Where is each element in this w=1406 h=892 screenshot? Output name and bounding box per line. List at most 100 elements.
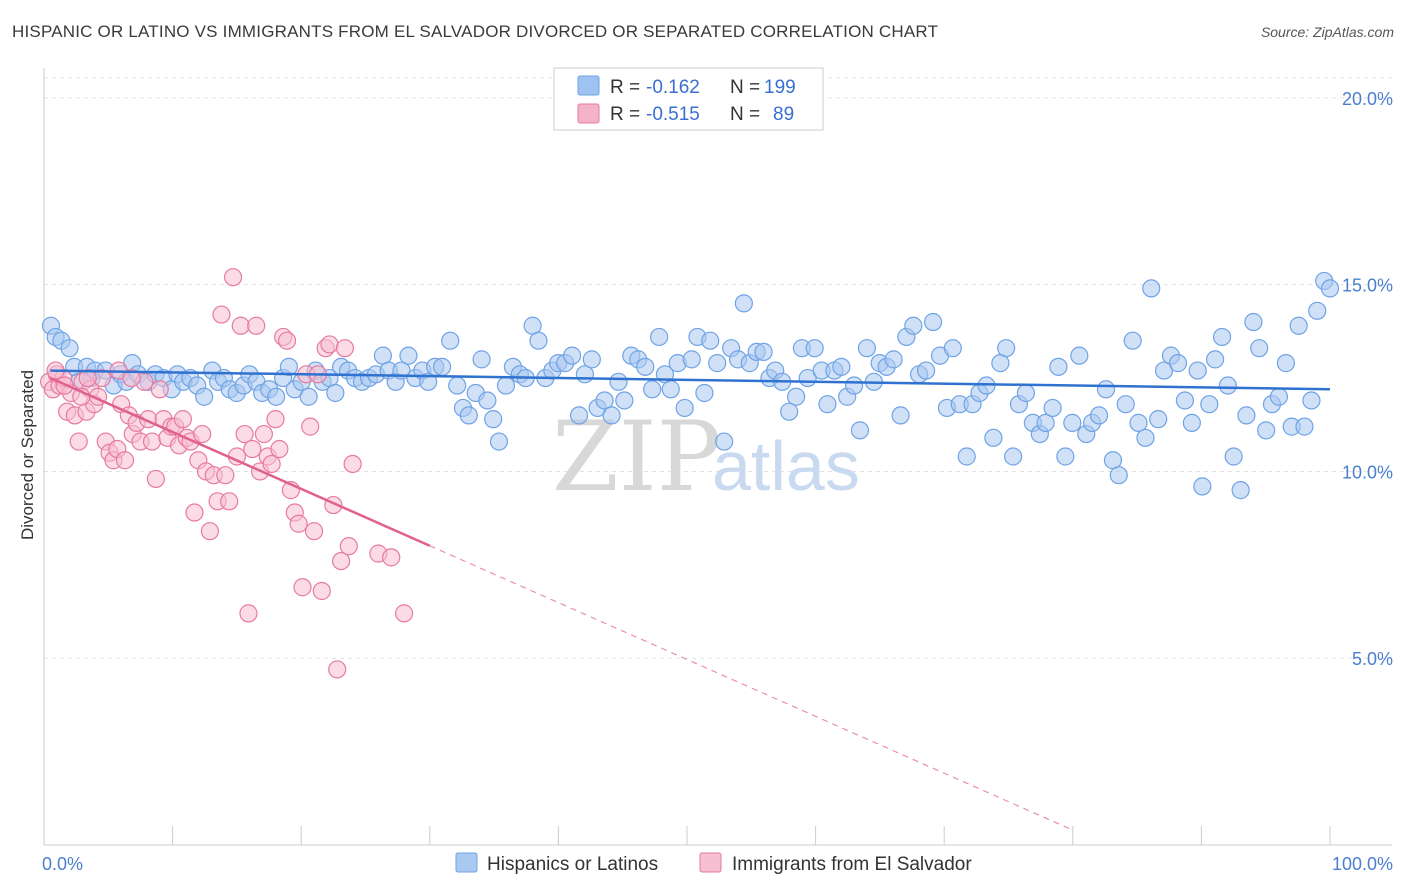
data-point [279, 357, 298, 376]
data-point [301, 417, 320, 436]
data-point [78, 368, 97, 388]
data-point [805, 339, 824, 358]
data-point [891, 406, 910, 425]
data-point [923, 312, 943, 332]
data-point [320, 335, 339, 354]
chart-title: HISPANIC OR LATINO VS IMMIGRANTS FROM EL… [12, 22, 939, 41]
legend-r-value: -0.162 [646, 77, 700, 98]
data-point [1276, 354, 1295, 373]
data-point [277, 331, 297, 350]
data-point [394, 604, 414, 623]
data-point [200, 522, 219, 541]
legend-n-label: N = [730, 77, 760, 98]
trend-line-solid [49, 376, 431, 547]
data-point [1116, 395, 1135, 414]
data-point [1016, 383, 1036, 403]
data-point [1237, 406, 1256, 425]
data-point [715, 432, 734, 451]
data-point [701, 331, 720, 350]
legend-r-label: R = [610, 104, 640, 125]
data-point [254, 424, 274, 444]
data-point [1289, 316, 1308, 335]
data-point [223, 268, 243, 287]
data-point [780, 402, 799, 421]
data-point [857, 339, 877, 358]
data-point [1063, 413, 1082, 432]
data-point [304, 522, 324, 541]
data-point [708, 354, 727, 373]
data-point [212, 305, 231, 324]
data-point [1142, 279, 1161, 298]
data-point [235, 424, 254, 444]
data-point [615, 391, 634, 410]
data-point [173, 410, 192, 429]
data-point [1049, 357, 1068, 376]
data-point [582, 350, 601, 369]
bottom-legend-label-hispanic: Hispanics or Latinos [487, 854, 658, 875]
data-point [185, 503, 204, 522]
legend-n-value: 199 [764, 77, 796, 98]
legend: R = -0.162 N = 199 R = -0.515 N = 89 [553, 67, 824, 131]
x-tick-label: 100.0% [1332, 854, 1393, 874]
data-point [1096, 380, 1116, 399]
watermark-atlas: atlas [712, 427, 860, 505]
data-point [299, 387, 318, 406]
data-point [220, 492, 239, 511]
data-point [850, 421, 870, 440]
data-point [216, 466, 235, 485]
data-point [239, 604, 258, 623]
data-point [478, 391, 497, 410]
data-point [247, 316, 266, 335]
data-point [1036, 413, 1055, 432]
data-point [1004, 447, 1023, 466]
axes: 5.0% 10.0% 15.0% 20.0% 0.0% 100.0% [42, 68, 1393, 874]
data-point [943, 339, 962, 358]
data-point [433, 357, 452, 376]
data-point [569, 406, 589, 425]
trend-line-dashed [429, 545, 1074, 831]
data-point [661, 380, 680, 399]
data-point [1205, 350, 1225, 369]
data-point [1043, 398, 1062, 418]
data-point [472, 350, 491, 369]
data-point [818, 395, 837, 414]
data-point [270, 439, 289, 459]
data-point [1218, 376, 1237, 395]
data-point [1070, 346, 1089, 365]
data-point [150, 380, 169, 399]
data-point [1154, 361, 1174, 380]
data-point [1089, 406, 1109, 425]
data-point [1231, 481, 1250, 500]
data-point [562, 346, 582, 365]
trend-line-solid [50, 369, 1331, 391]
bottom-legend-swatch-blue [455, 852, 478, 873]
data-point [643, 380, 662, 399]
data-point [459, 406, 478, 425]
data-point [195, 387, 214, 406]
data-point [1200, 395, 1219, 414]
data-point [399, 346, 418, 365]
x-tick-label: 0.0% [42, 854, 83, 874]
data-point [267, 387, 286, 406]
data-point [69, 432, 88, 451]
data-point [266, 410, 285, 429]
data-point [1188, 361, 1207, 380]
legend-n-label: N = [730, 104, 760, 125]
data-point [142, 432, 162, 451]
data-point [884, 350, 903, 369]
y-tick-label: 10.0% [1342, 462, 1393, 482]
data-point [845, 376, 864, 395]
data-point [529, 331, 548, 350]
data-point [328, 660, 347, 679]
bottom-legend-label-salvador: Immigrants from El Salvador [732, 854, 972, 875]
data-point [293, 578, 312, 597]
data-point [1302, 391, 1321, 410]
data-point [243, 439, 262, 459]
data-point [331, 551, 351, 571]
legend-n-value: 89 [773, 104, 794, 125]
data-point [1129, 413, 1148, 432]
data-point [1193, 477, 1212, 496]
legend-row-salvador: R = -0.515 N = 89 [577, 103, 794, 125]
data-point [289, 514, 308, 533]
